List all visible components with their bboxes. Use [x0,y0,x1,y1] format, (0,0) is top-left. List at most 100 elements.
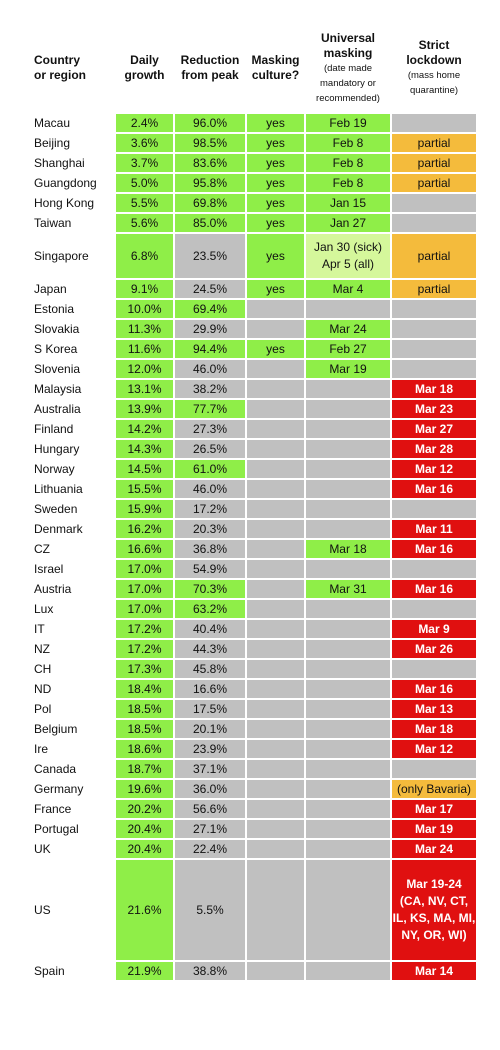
daily-growth-cell: 18.7% [116,760,173,778]
universal-masking-cell [306,460,390,478]
masking-culture-cell-text: yes [266,116,285,130]
lockdown-cell: partial [392,154,476,172]
country-cell-text: Guangdong [34,176,97,190]
universal-masking-cell [306,500,390,518]
daily-growth-cell: 15.9% [116,500,173,518]
masking-culture-cell-text: yes [266,282,285,296]
reduction-cell-text: 37.1% [192,762,228,776]
country-cell: Austria [32,580,114,598]
table-row: Pol 18.5% 17.5% Mar 13 [32,700,476,718]
country-cell-text: Japan [34,282,67,296]
masking-culture-cell-text: yes [266,249,285,263]
table-row: NZ 17.2% 44.3% Mar 26 [32,640,476,658]
masking-culture-cell [247,560,304,578]
universal-masking-cell [306,520,390,538]
reduction-cell: 29.9% [175,320,245,338]
country-cell: Germany [32,780,114,798]
reduction-cell-text: 23.5% [192,249,228,263]
daily-growth-cell: 18.5% [116,720,173,738]
table-row: US 21.6% 5.5% Mar 19-24 (CA, NV, CT, IL, KS, … [32,860,476,960]
universal-masking-cell-text: Jan 15 [329,196,367,210]
lockdown-cell: Mar 11 [392,520,476,538]
daily-growth-cell-text: 20.2% [127,802,162,816]
reduction-cell-text: 40.4% [192,622,228,636]
country-cell-text: Singapore [34,249,89,263]
reduction-cell: 56.6% [175,800,245,818]
lockdown-cell: Mar 17 [392,800,476,818]
lockdown-cell-text: Mar 14 [414,964,454,978]
lockdown-cell [392,500,476,518]
masking-culture-cell-text: yes [266,342,285,356]
country-cell: Guangdong [32,174,114,192]
universal-masking-cell: Mar 19 [306,360,390,378]
reduction-cell-text: 69.4% [192,302,228,316]
masking-culture-cell [247,840,304,858]
universal-masking-cell [306,780,390,798]
reduction-cell: 17.2% [175,500,245,518]
country-cell-text: Pol [34,702,52,716]
table-row: Ire 18.6% 23.9% Mar 12 [32,740,476,758]
table-row: Canada 18.7% 37.1% [32,760,476,778]
universal-masking-cell: Jan 27 [306,214,390,232]
daily-growth-cell: 14.3% [116,440,173,458]
daily-growth-cell-text: 17.2% [127,622,162,636]
masking-culture-cell [247,740,304,758]
reduction-cell-text: 95.8% [192,176,228,190]
universal-masking-cell [306,560,390,578]
table-row: Taiwan 5.6% 85.0% yes Jan 27 [32,214,476,232]
country-cell-text: ND [34,682,52,696]
lockdown-cell [392,360,476,378]
daily-growth-cell: 5.6% [116,214,173,232]
reduction-cell-text: 56.6% [192,802,228,816]
table-row: Germany 19.6% 36.0% (only Bavaria) [32,780,476,798]
daily-growth-cell-text: 15.9% [127,502,162,516]
lockdown-cell [392,194,476,212]
reduction-cell-text: 16.6% [192,682,228,696]
reduction-cell-text: 20.1% [192,722,228,736]
masking-culture-cell [247,962,304,980]
daily-growth-cell: 6.8% [116,234,173,278]
header-masking-line2: culture? [251,68,300,82]
masking-culture-cell [247,780,304,798]
header-lockdown-line1: Strict [418,38,450,52]
reduction-cell-text: 46.0% [192,362,228,376]
masking-culture-cell [247,420,304,438]
header-lockdown-sub2: quarantine) [409,85,459,96]
table-row: Macau 2.4% 96.0% yes Feb 19 [32,114,476,132]
daily-growth-cell: 18.6% [116,740,173,758]
lockdown-cell-text: Mar 17 [414,802,454,816]
country-cell-text: S Korea [34,342,78,356]
reduction-cell: 22.4% [175,840,245,858]
country-cell: ND [32,680,114,698]
reduction-cell: 46.0% [175,360,245,378]
universal-masking-cell [306,840,390,858]
daily-growth-cell-text: 12.0% [127,362,162,376]
masking-culture-cell [247,540,304,558]
universal-masking-cell: Mar 4 [306,280,390,298]
reduction-cell-text: 38.2% [192,382,228,396]
country-cell-text: NZ [34,642,50,656]
header-strict-lockdown: Strict lockdown (mass home quarantine) [392,24,476,112]
reduction-cell: 77.7% [175,400,245,418]
header-universal-sub1: (date made [323,62,373,74]
lockdown-cell-text: Mar 18 [414,722,454,736]
reduction-cell-text: 96.0% [192,116,228,130]
universal-masking-cell: Feb 8 [306,154,390,172]
country-cell: Australia [32,400,114,418]
reduction-cell: 20.3% [175,520,245,538]
universal-masking-cell [306,700,390,718]
reduction-cell: 63.2% [175,600,245,618]
daily-growth-cell-text: 17.0% [127,582,162,596]
lockdown-cell-text: Mar 16 [414,682,454,696]
reduction-cell-text: 98.5% [192,136,228,150]
reduction-cell-text: 85.0% [192,216,228,230]
daily-growth-cell-text: 18.6% [127,742,162,756]
reduction-cell: 36.0% [175,780,245,798]
country-cell: France [32,800,114,818]
country-cell-text: Macau [34,116,71,130]
masking-culture-cell [247,360,304,378]
daily-growth-cell-text: 14.5% [127,462,162,476]
universal-masking-cell-text: Mar 31 [329,582,367,596]
reduction-cell-text: 94.4% [192,342,228,356]
table-row: Beijing 3.6% 98.5% yes Feb 8 partial [32,134,476,152]
